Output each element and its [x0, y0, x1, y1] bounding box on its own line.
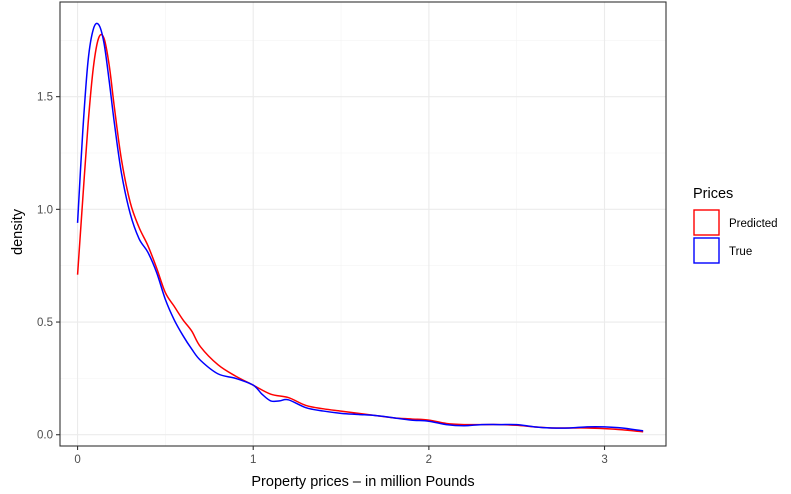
legend-key-predicted: [693, 209, 720, 236]
x-tick-label: 1: [250, 454, 256, 466]
panel-border: [59, 1, 667, 447]
series-layer: [76, 22, 644, 433]
series-line-true: [76, 22, 644, 432]
y-axis-title: density: [10, 208, 26, 255]
y-tick-label: 1.5: [37, 92, 53, 104]
legend-label-predicted: Predicted: [729, 218, 778, 230]
y-tick-label: 0.5: [37, 317, 53, 329]
grid-layer: [60, 2, 666, 446]
x-tick-label: 0: [74, 454, 80, 466]
y-tick-label: 0.0: [37, 430, 53, 442]
x-tick-label: 3: [601, 454, 607, 466]
x-tick-label: 2: [426, 454, 432, 466]
legend-key-true: [693, 237, 720, 264]
legend-label-true: True: [729, 246, 752, 258]
y-tick-label: 1.0: [37, 204, 53, 216]
legend-item-true: True: [693, 237, 752, 264]
legend-item-predicted: Predicted: [693, 209, 778, 236]
axis-layer: 0 1 2 3 0.0 0.5 1.0 1.5: [37, 92, 608, 466]
legend: Prices Predicted True: [693, 186, 778, 264]
legend-title: Prices: [693, 186, 733, 202]
x-axis-title: Property prices – in million Pounds: [251, 474, 474, 490]
series-line-predicted: [76, 33, 644, 433]
